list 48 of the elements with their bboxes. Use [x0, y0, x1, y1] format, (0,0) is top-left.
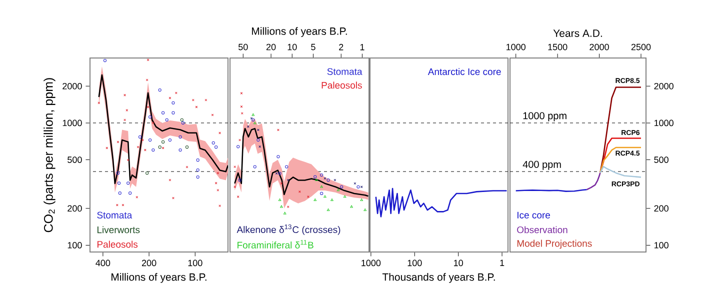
y-tick-label: 200: [654, 205, 668, 212]
text: Ice core: [518, 212, 550, 218]
x-tick-label: 10: [288, 44, 297, 50]
annotation: Model Projections: [517, 240, 592, 249]
x-axis-title: Millions of years B.P.: [112, 273, 206, 283]
x-tick-label: 400: [96, 260, 110, 266]
x-axis-title: Millions of years B.P.: [252, 27, 347, 37]
x-tick-label: 1000: [506, 44, 526, 50]
y-tick-label: 500: [654, 156, 668, 163]
text: Alkenone δ$^{13}$C (crosses): [236, 224, 340, 235]
text: Antarctic Ice core: [428, 68, 501, 76]
x-tick-label: 2000: [590, 44, 609, 50]
x-tick-label: 1: [500, 260, 504, 266]
x-tick-label: 5: [311, 44, 316, 50]
line-series: [599, 166, 642, 178]
text: Paleosols: [322, 82, 362, 89]
text: Observation: [517, 226, 568, 234]
y-tick-label: 100: [68, 242, 82, 248]
y-tick-label: 100: [654, 242, 668, 248]
y-tick-label: 2000: [62, 82, 82, 90]
x-tick-label: 10: [454, 260, 463, 266]
x-tick-label: 200: [142, 260, 156, 266]
ref-line-label: 400 ppm: [522, 160, 561, 170]
x-tick-label: 20: [266, 44, 276, 50]
line-series: [599, 146, 642, 174]
x-tick-label: 50: [238, 44, 248, 50]
x-tick-label: 100: [408, 260, 422, 266]
y-tick-label: 1000: [654, 120, 674, 126]
text: Paleosols: [98, 240, 138, 248]
ref-line-label: 1000 ppm: [523, 112, 566, 122]
text: Liverworts: [98, 226, 140, 234]
x-tick-label: 1: [360, 44, 364, 50]
series-label: Stomata: [97, 212, 132, 218]
y-tick-label: 200: [68, 205, 82, 212]
x-tick-label: 100: [188, 260, 202, 266]
x-axis-title: Thousands of years B.P.: [382, 273, 495, 283]
y-tick-label: 1000: [62, 120, 82, 126]
y-tick-label: 500: [68, 156, 82, 163]
y-tick-label: 2000: [654, 82, 674, 90]
x-tick-label: 2500: [631, 44, 651, 50]
line-series: [586, 172, 601, 190]
text: Stomata: [327, 68, 362, 75]
x-tick-label: 1500: [548, 44, 568, 50]
y-axis-title: CO$_{2}$ (parts per million, ppm): [44, 78, 56, 232]
x-axis-title: Years A.D.: [553, 30, 602, 37]
x-tick-label: 2: [339, 44, 344, 50]
text: Foraminiferal δ$^{11}$B: [238, 240, 314, 248]
x-tick-label: 1000: [362, 260, 381, 266]
